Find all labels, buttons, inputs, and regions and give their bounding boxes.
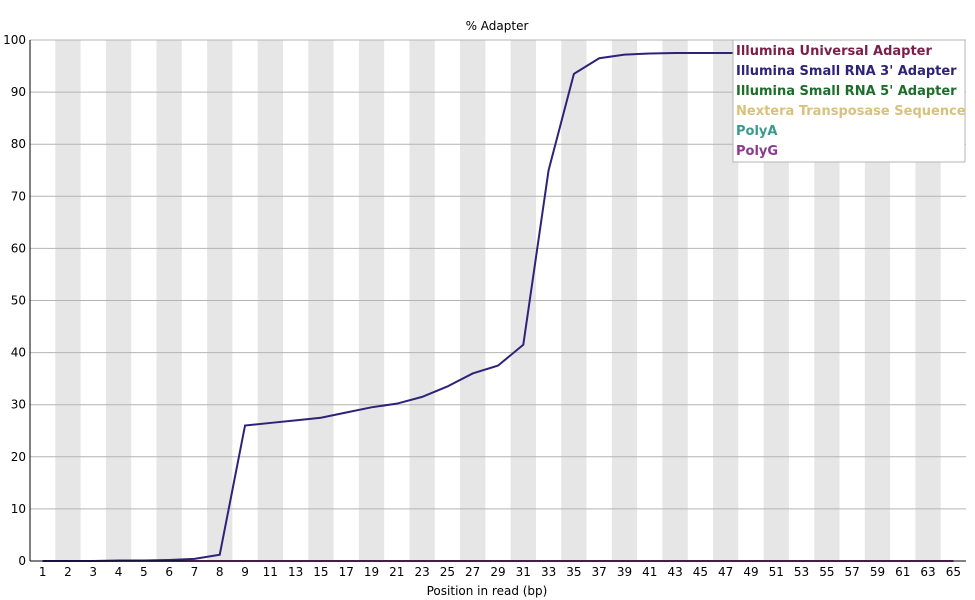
legend-entry: PolyA xyxy=(736,124,777,139)
x-tick-label: 15 xyxy=(313,565,328,579)
y-tick-label: 0 xyxy=(18,554,26,568)
x-tick-label: 2 xyxy=(64,565,72,579)
x-tick-label: 53 xyxy=(794,565,809,579)
legend-entry: Illumina Small RNA 3' Adapter xyxy=(736,64,957,79)
y-tick-label: 80 xyxy=(11,137,26,151)
legend-entry: Nextera Transposase Sequence xyxy=(736,104,966,119)
x-tick-label: 45 xyxy=(693,565,708,579)
x-tick-label: 13 xyxy=(288,565,303,579)
x-tick-label: 17 xyxy=(339,565,354,579)
x-tick-label: 5 xyxy=(140,565,148,579)
y-tick-label: 50 xyxy=(11,294,26,308)
x-tick-label: 61 xyxy=(895,565,910,579)
x-tick-label: 43 xyxy=(667,565,682,579)
x-tick-label: 39 xyxy=(617,565,632,579)
x-tick-label: 59 xyxy=(870,565,885,579)
legend: Illumina Universal Adapter Illumina Small… xyxy=(732,39,966,163)
x-tick-label: 31 xyxy=(516,565,531,579)
x-tick-label: 6 xyxy=(165,565,173,579)
x-axis-label: Position in read (bp) xyxy=(427,584,548,598)
x-tick-label: 33 xyxy=(541,565,556,579)
x-tick-label: 55 xyxy=(819,565,834,579)
x-tick-label: 51 xyxy=(769,565,784,579)
legend-entry: Illumina Universal Adapter xyxy=(736,44,932,59)
x-tick-label: 37 xyxy=(592,565,607,579)
x-tick-label: 21 xyxy=(389,565,404,579)
legend-entry: PolyG xyxy=(736,144,778,159)
x-tick-label: 41 xyxy=(642,565,657,579)
x-tick-label: 23 xyxy=(414,565,429,579)
x-tick-label: 25 xyxy=(440,565,455,579)
x-tick-label: 29 xyxy=(490,565,505,579)
x-tick-label: 57 xyxy=(845,565,860,579)
y-tick-label: 30 xyxy=(11,398,26,412)
x-tick-label: 63 xyxy=(920,565,935,579)
legend-box xyxy=(732,39,966,163)
x-tick-label: 1 xyxy=(39,565,47,579)
x-tick-label: 3 xyxy=(89,565,97,579)
legend-entry: Illumina Small RNA 5' Adapter xyxy=(736,84,957,99)
x-tick-label: 19 xyxy=(364,565,379,579)
chart-title: % Adapter xyxy=(466,19,529,33)
y-tick-label: 90 xyxy=(11,85,26,99)
x-tick-label: 9 xyxy=(241,565,249,579)
axes xyxy=(29,40,966,562)
y-tick-label: 60 xyxy=(11,241,26,255)
x-tick-label: 8 xyxy=(216,565,224,579)
x-tick-label: 47 xyxy=(718,565,733,579)
y-tick-label: 20 xyxy=(11,450,26,464)
y-tick-label: 40 xyxy=(11,346,26,360)
y-axis-ticks: 0 10 20 30 40 50 60 70 80 90 100 xyxy=(3,33,26,568)
y-tick-label: 70 xyxy=(11,189,26,203)
x-tick-label: 35 xyxy=(566,565,581,579)
x-tick-label: 7 xyxy=(191,565,199,579)
x-axis-ticks: 1 2 3 4 5 6 7 8 9 11 13 15 17 19 21 23 25 27 29 31 33 35 37 39 4… xyxy=(39,565,961,579)
x-tick-label: 49 xyxy=(743,565,758,579)
x-tick-label: 4 xyxy=(115,565,123,579)
x-tick-label: 11 xyxy=(263,565,278,579)
x-tick-label: 27 xyxy=(465,565,480,579)
x-tick-label: 65 xyxy=(946,565,961,579)
y-tick-label: 10 xyxy=(11,502,26,516)
y-tick-label: 100 xyxy=(3,33,26,47)
